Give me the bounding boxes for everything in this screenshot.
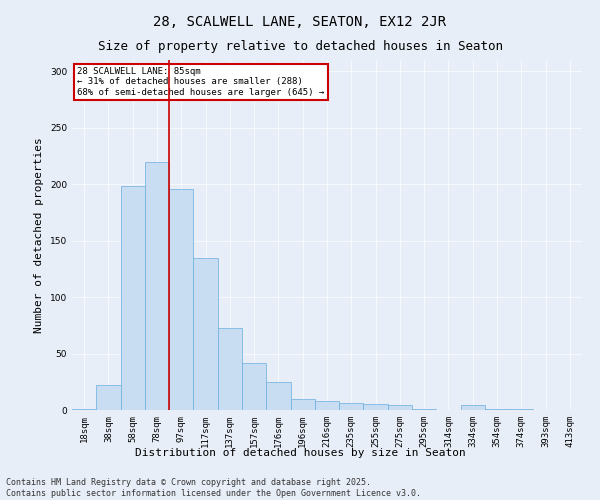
Text: 28 SCALWELL LANE: 85sqm
← 31% of detached houses are smaller (288)
68% of semi-d: 28 SCALWELL LANE: 85sqm ← 31% of detache… xyxy=(77,67,325,97)
Y-axis label: Number of detached properties: Number of detached properties xyxy=(34,137,44,333)
Bar xyxy=(364,404,388,410)
Bar xyxy=(169,188,193,410)
Bar xyxy=(412,409,436,410)
Bar xyxy=(121,186,145,410)
Bar xyxy=(145,162,169,410)
Bar xyxy=(218,328,242,410)
Bar xyxy=(242,362,266,410)
Bar xyxy=(461,406,485,410)
Text: 28, SCALWELL LANE, SEATON, EX12 2JR: 28, SCALWELL LANE, SEATON, EX12 2JR xyxy=(154,15,446,29)
Text: Contains HM Land Registry data © Crown copyright and database right 2025.
Contai: Contains HM Land Registry data © Crown c… xyxy=(6,478,421,498)
Bar xyxy=(96,385,121,410)
Bar xyxy=(339,403,364,410)
Bar xyxy=(72,409,96,410)
Bar xyxy=(388,406,412,410)
Text: Size of property relative to detached houses in Seaton: Size of property relative to detached ho… xyxy=(97,40,503,53)
Bar xyxy=(509,409,533,410)
Bar xyxy=(485,409,509,410)
Text: Distribution of detached houses by size in Seaton: Distribution of detached houses by size … xyxy=(134,448,466,458)
Bar xyxy=(290,398,315,410)
Bar xyxy=(193,258,218,410)
Bar xyxy=(266,382,290,410)
Bar xyxy=(315,401,339,410)
